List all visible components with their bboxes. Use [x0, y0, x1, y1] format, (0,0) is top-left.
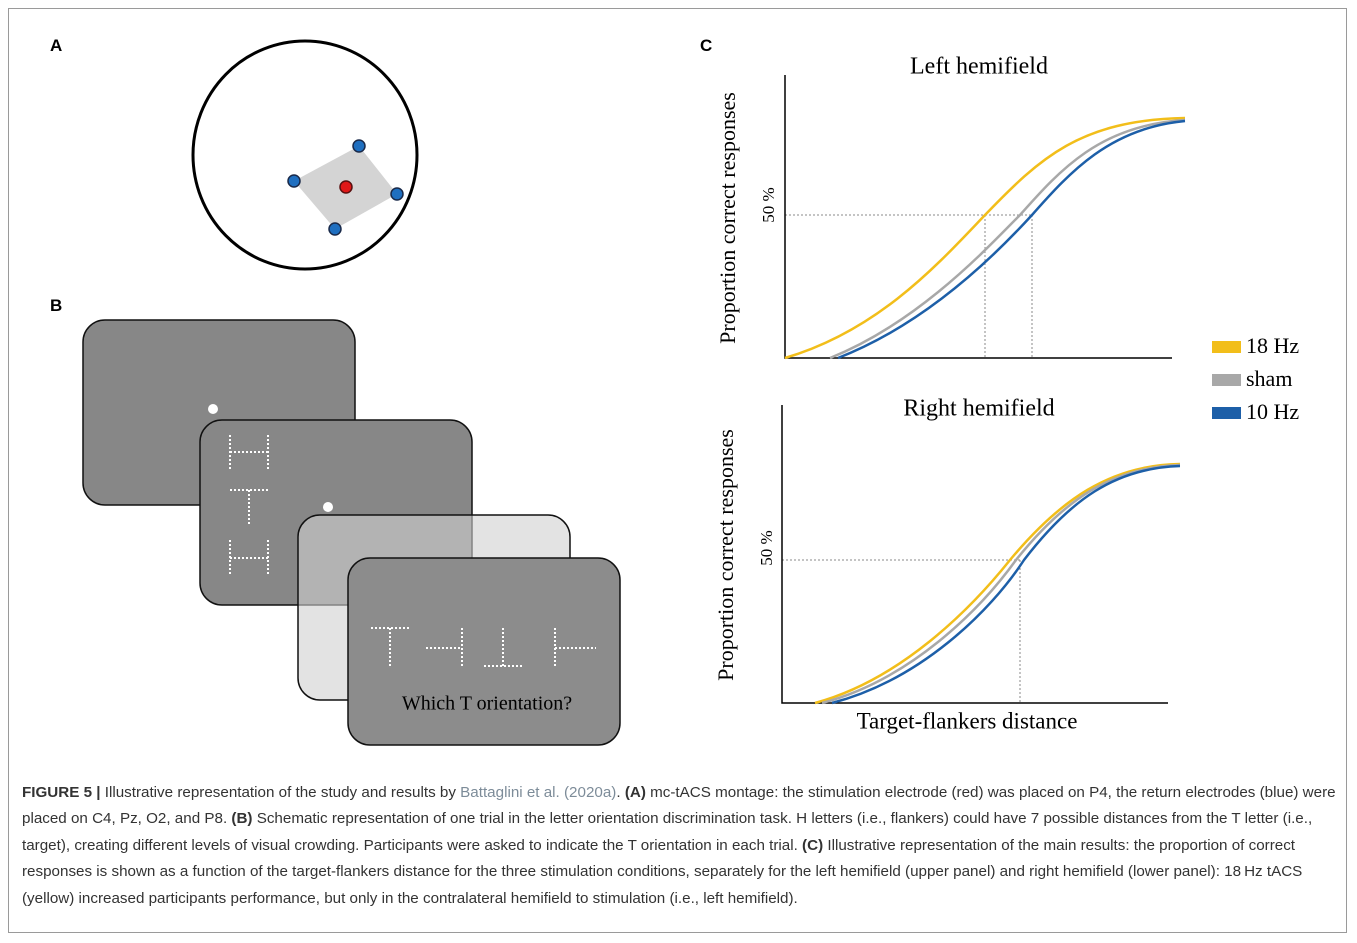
- level-label: 50 %: [757, 530, 776, 565]
- head: [193, 41, 417, 269]
- panel-label: C: [700, 36, 712, 55]
- caption-text: .: [616, 784, 624, 801]
- caption: FIGURE 5 | Illustrative representation o…: [22, 780, 1340, 912]
- caption-text: Illustrative representation of the study…: [101, 784, 461, 801]
- legend-label: 10 Hz: [1246, 399, 1299, 424]
- stim-electrode: [340, 181, 352, 193]
- legend-label: 18 Hz: [1246, 333, 1299, 358]
- axes: [785, 75, 1172, 358]
- panel-tag: (B): [231, 810, 252, 827]
- panel-label: B: [50, 296, 62, 315]
- curve-10hz: [838, 121, 1185, 358]
- guide-lines: [785, 215, 1032, 358]
- legend-swatch: [1212, 374, 1241, 386]
- panel-tag: (C): [802, 837, 823, 854]
- curve-10hz: [832, 466, 1180, 703]
- screen-response: [348, 558, 620, 745]
- y-axis-label: Proportion correct responses: [713, 429, 738, 681]
- chart-title: Right hemifield: [903, 396, 1054, 422]
- panel-tag: (A): [625, 784, 646, 801]
- page: {"panel_a":{"label":"A"}, "panel_b":{"la…: [0, 0, 1357, 943]
- response-prompt: Which T orientation?: [402, 693, 572, 715]
- fixation-dot: [323, 502, 333, 512]
- axes: [782, 405, 1168, 703]
- curve-18hz: [785, 118, 1185, 358]
- panel-label: A: [50, 36, 62, 55]
- figure-number: FIGURE 5 |: [22, 784, 101, 801]
- figure: A B Which T orientation? C Left hemifiel…: [0, 0, 1357, 775]
- chart-title: Left hemifield: [910, 54, 1048, 80]
- legend-label: sham: [1246, 366, 1292, 391]
- level-label: 50 %: [759, 187, 778, 222]
- curve-sham: [822, 465, 1180, 703]
- legend-swatch: [1212, 341, 1241, 353]
- legend-swatch: [1212, 407, 1241, 419]
- guide-lines: [782, 560, 1020, 703]
- fixation-dot: [208, 404, 218, 414]
- y-axis-label: Proportion correct responses: [715, 92, 740, 344]
- x-axis-label: Target-flankers distance: [857, 708, 1078, 733]
- citation-link[interactable]: Battaglini et al. (2020a): [460, 784, 616, 801]
